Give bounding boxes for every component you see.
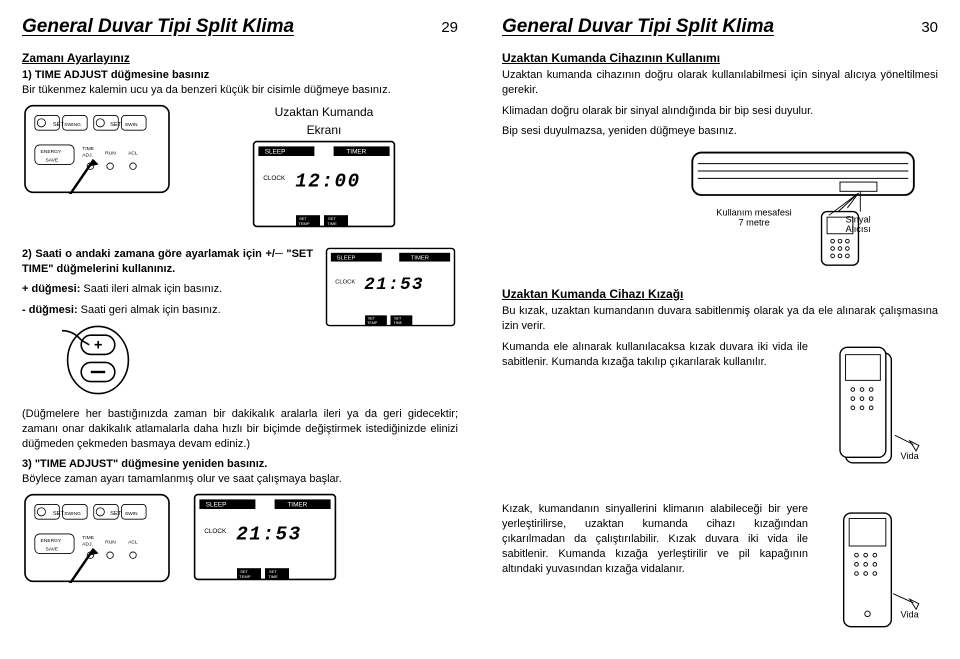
section-heading-1: Uzaktan Kumanda Cihazının Kullanımı	[502, 50, 938, 66]
remote-svg: SET SWING SET SWIN ENERGY SAVE TIME ADJ.…	[22, 104, 172, 194]
ac-unit-figure: Sinyal Alıcısı Kullanım mesafesi 7 metre	[502, 147, 938, 272]
svg-text:SET: SET	[110, 122, 122, 128]
lcd-figure-1: Uzaktan Kumanda Ekranı SLEEP TIMER CLOCK…	[190, 104, 458, 233]
svg-text:CLOCK: CLOCK	[204, 528, 227, 535]
svg-text:Kullanım mesafesi: Kullanım mesafesi	[716, 208, 791, 218]
svg-text:+: +	[94, 338, 102, 354]
svg-text:21:53: 21:53	[236, 524, 302, 546]
step1-lead: 1) TIME ADJUST düğmesine basınız	[22, 69, 209, 81]
plusminus-figure: +	[62, 324, 458, 401]
ac-unit-svg: Sinyal Alıcısı Kullanım mesafesi 7 metre	[510, 147, 930, 267]
page-29: General Duvar Tipi Split Klima 29 Zamanı…	[0, 0, 480, 659]
svg-text:Vida: Vida	[901, 610, 920, 620]
svg-text:TIMER: TIMER	[287, 502, 307, 509]
svg-text:TIME: TIME	[82, 535, 94, 541]
holder-figure-2: Vida	[818, 504, 938, 659]
ekran-label-2: Ekranı	[190, 122, 458, 138]
svg-text:21:53: 21:53	[364, 275, 424, 295]
figure-row-3: SET SWING SET SWIN ENERGY SAVE TIME ADJ.…	[22, 493, 458, 588]
svg-text:SWING: SWING	[64, 122, 81, 128]
svg-text:7 metre: 7 metre	[738, 218, 769, 228]
svg-text:SET: SET	[110, 511, 122, 517]
page-head: General Duvar Tipi Split Klima 29	[22, 14, 458, 40]
svg-text:TEMP: TEMP	[367, 321, 378, 325]
step3-lead: 3) "TIME ADJUST" düğmesine yeniden basın…	[22, 458, 267, 470]
svg-text:SET: SET	[394, 316, 402, 320]
page-title: General Duvar Tipi Split Klima	[22, 14, 294, 40]
lcd-figure-2: SLEEP TIMER CLOCK 21:53 SETTEMP SETTIME	[323, 247, 458, 332]
page-number: 29	[441, 18, 458, 38]
step2-lead-text: 2) Saati o andaki zamana göre ayarlamak …	[22, 248, 313, 275]
step2-minus-lead: - düğmesi:	[22, 304, 78, 316]
lcd-figure-3: SLEEP TIMER CLOCK 21:53 SETTEMP SETTIME	[190, 493, 340, 586]
step1: 1) TIME ADJUST düğmesine basınız Bir tük…	[22, 68, 458, 98]
p3: Bip sesi duyulmazsa, yeniden düğmeye bas…	[502, 124, 938, 139]
holder-svg-1: Vida	[818, 342, 928, 492]
p1: Uzaktan kumanda cihazının doğru olarak k…	[502, 68, 938, 98]
svg-text:TIME: TIME	[393, 321, 402, 325]
svg-text:TIMER: TIMER	[411, 255, 429, 261]
remote-svg-2: SET SWING SET SWIN ENERGY SAVE TIME ADJ.…	[22, 493, 172, 583]
lcd-svg-1: SLEEP TIMER CLOCK 12:00 SET TEMP SET TIM…	[249, 140, 399, 228]
svg-text:TIME: TIME	[268, 574, 278, 579]
step2-plus-text: Saati ileri almak için basınız.	[80, 283, 222, 295]
page-30: General Duvar Tipi Split Klima 30 Uzakta…	[480, 0, 960, 659]
step2-plus-lead: + düğmesi:	[22, 283, 80, 295]
svg-text:SAVE: SAVE	[45, 157, 58, 163]
svg-text:ENERGY: ENERGY	[41, 538, 62, 544]
page-title: General Duvar Tipi Split Klima	[502, 14, 774, 40]
svg-text:SLEEP: SLEEP	[337, 255, 356, 261]
step2-note: (Düğmelere her bastığınızda zaman bir da…	[22, 407, 458, 452]
lcd-svg-3: SLEEP TIMER CLOCK 21:53 SETTEMP SETTIME	[190, 493, 340, 581]
svg-text:12:00: 12:00	[295, 170, 361, 192]
svg-text:SWING: SWING	[64, 511, 81, 517]
remote-figure: SET SWING SET SWIN ENERGY SAVE TIME ADJ.…	[22, 104, 172, 199]
lcd-svg-2: SLEEP TIMER CLOCK 21:53 SETTEMP SETTIME	[323, 247, 458, 327]
svg-text:ACL: ACL	[128, 540, 138, 546]
svg-text:SWIN: SWIN	[125, 511, 138, 517]
svg-text:SWIN: SWIN	[125, 122, 138, 128]
step3: 3) "TIME ADJUST" düğmesine yeniden basın…	[22, 457, 458, 487]
svg-text:TIME: TIME	[327, 221, 337, 226]
p2: Klimadan doğru olarak bir sinyal alındığ…	[502, 104, 938, 119]
svg-text:CLOCK: CLOCK	[263, 175, 286, 182]
svg-text:SET: SET	[368, 316, 376, 320]
figure-row-1: SET SWING SET SWIN ENERGY SAVE TIME ADJ.…	[22, 104, 458, 233]
svg-text:SLEEP: SLEEP	[265, 148, 286, 155]
svg-text:SLEEP: SLEEP	[206, 502, 227, 509]
svg-text:ADJ.: ADJ.	[82, 542, 93, 548]
svg-text:TEMP: TEMP	[298, 221, 309, 226]
svg-text:SAVE: SAVE	[45, 546, 58, 552]
svg-text:CLOCK: CLOCK	[335, 279, 355, 285]
svg-text:TIME: TIME	[82, 145, 94, 151]
svg-text:RUN: RUN	[105, 150, 116, 156]
svg-text:SET: SET	[53, 122, 65, 128]
svg-text:TIMER: TIMER	[346, 148, 366, 155]
svg-text:ENERGY: ENERGY	[41, 149, 62, 155]
p4: Bu kızak, uzaktan kumandanın duvara sabi…	[502, 304, 938, 334]
remote-figure-2: SET SWING SET SWIN ENERGY SAVE TIME ADJ.…	[22, 493, 172, 588]
section-heading-2: Uzaktan Kumanda Cihazı Kızağı	[502, 286, 938, 302]
svg-text:TEMP: TEMP	[239, 574, 250, 579]
section-heading: Zamanı Ayarlayınız	[22, 50, 458, 66]
page-head: General Duvar Tipi Split Klima 30	[502, 14, 938, 40]
holder-svg-2: Vida	[818, 504, 928, 654]
svg-text:SET: SET	[53, 511, 65, 517]
page-number: 30	[921, 18, 938, 38]
svg-text:Vida: Vida	[901, 451, 920, 461]
ekran-label-1: Uzaktan Kumanda	[190, 104, 458, 120]
step2-minus-text: Saati geri almak için basınız.	[78, 304, 221, 316]
plusminus-svg: +	[62, 324, 134, 396]
step1-text: Bir tükenmez kalemin ucu ya da benzeri k…	[22, 84, 391, 96]
svg-text:ADJ.: ADJ.	[82, 152, 93, 158]
svg-text:ACL: ACL	[128, 150, 138, 156]
holder-figure-1: Vida	[818, 342, 938, 497]
step3-text: Böylece zaman ayarı tamamlanmış olur ve …	[22, 473, 342, 485]
svg-text:RUN: RUN	[105, 540, 116, 546]
